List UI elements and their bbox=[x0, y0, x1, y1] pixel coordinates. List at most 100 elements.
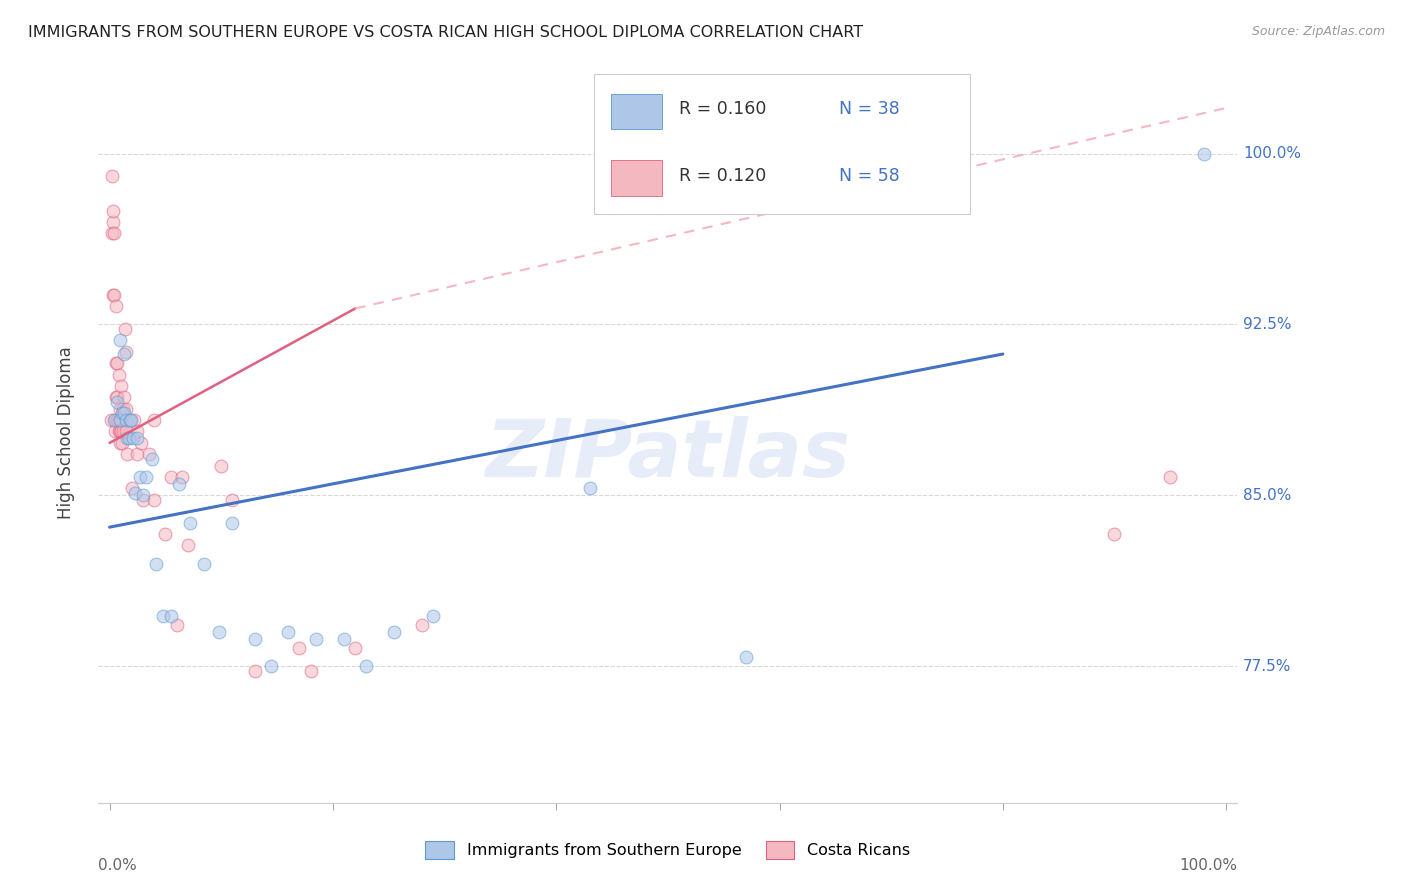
Text: 0.0%: 0.0% bbox=[98, 858, 138, 873]
Point bbox=[132, 492, 155, 507]
Point bbox=[221, 492, 243, 507]
Point bbox=[193, 557, 215, 571]
Point bbox=[122, 413, 145, 427]
Point bbox=[277, 624, 299, 639]
Point bbox=[208, 624, 231, 639]
Point bbox=[115, 413, 138, 427]
Point bbox=[115, 425, 138, 439]
Point bbox=[103, 227, 125, 241]
Point bbox=[422, 609, 444, 624]
Point bbox=[299, 664, 322, 678]
Point bbox=[118, 413, 141, 427]
Point bbox=[160, 470, 183, 484]
Point bbox=[101, 169, 124, 184]
Point bbox=[166, 618, 188, 632]
Point bbox=[115, 401, 138, 416]
Point bbox=[105, 356, 128, 370]
Text: Source: ZipAtlas.com: Source: ZipAtlas.com bbox=[1251, 25, 1385, 38]
Text: 92.5%: 92.5% bbox=[1243, 317, 1292, 332]
Point bbox=[132, 488, 155, 502]
Point bbox=[107, 368, 129, 382]
Point bbox=[112, 406, 135, 420]
Point bbox=[143, 492, 166, 507]
Point bbox=[104, 413, 127, 427]
Text: 100.0%: 100.0% bbox=[1243, 146, 1301, 161]
Point bbox=[101, 287, 124, 301]
Point bbox=[105, 299, 128, 313]
Legend: Immigrants from Southern Europe, Costa Ricans: Immigrants from Southern Europe, Costa R… bbox=[419, 835, 917, 865]
Point bbox=[107, 356, 129, 370]
Point bbox=[305, 632, 328, 646]
Point bbox=[288, 640, 311, 655]
Point bbox=[1159, 470, 1181, 484]
Point bbox=[128, 470, 150, 484]
Point bbox=[100, 413, 122, 427]
Point bbox=[243, 664, 266, 678]
Point bbox=[120, 413, 142, 427]
Point bbox=[101, 203, 124, 218]
Point bbox=[108, 334, 131, 348]
Text: 77.5%: 77.5% bbox=[1243, 658, 1291, 673]
Point bbox=[108, 425, 131, 439]
Text: R = 0.120: R = 0.120 bbox=[679, 167, 766, 185]
Point bbox=[135, 470, 157, 484]
Point bbox=[101, 227, 124, 241]
Y-axis label: High School Diploma: High School Diploma bbox=[56, 346, 75, 519]
Point bbox=[177, 538, 200, 552]
Text: R = 0.160: R = 0.160 bbox=[679, 100, 766, 118]
Point bbox=[112, 390, 135, 404]
Point bbox=[105, 390, 128, 404]
Point bbox=[104, 425, 127, 439]
Text: 100.0%: 100.0% bbox=[1180, 858, 1237, 873]
Point bbox=[103, 287, 125, 301]
FancyBboxPatch shape bbox=[593, 73, 970, 214]
Text: N = 38: N = 38 bbox=[839, 100, 900, 118]
Point bbox=[129, 435, 152, 450]
Point bbox=[121, 482, 143, 496]
Point bbox=[107, 390, 129, 404]
Point bbox=[115, 344, 138, 359]
Point bbox=[108, 435, 131, 450]
Point bbox=[333, 632, 356, 646]
Point bbox=[107, 413, 129, 427]
Point bbox=[110, 425, 132, 439]
Point bbox=[152, 609, 174, 624]
Point bbox=[111, 435, 134, 450]
Point bbox=[356, 659, 378, 673]
Point bbox=[117, 413, 139, 427]
Point bbox=[111, 401, 134, 416]
Point bbox=[124, 486, 146, 500]
Point bbox=[260, 659, 283, 673]
Point bbox=[1104, 527, 1126, 541]
Point bbox=[145, 557, 167, 571]
Point bbox=[172, 470, 194, 484]
Point bbox=[1192, 146, 1215, 161]
Point bbox=[111, 406, 134, 420]
Point bbox=[107, 395, 129, 409]
Point bbox=[221, 516, 243, 530]
Point bbox=[382, 624, 405, 639]
Point bbox=[103, 413, 125, 427]
Point bbox=[110, 413, 132, 427]
Point bbox=[107, 413, 129, 427]
Point bbox=[578, 482, 600, 496]
Bar bbox=[612, 161, 662, 195]
Point bbox=[411, 618, 433, 632]
Point bbox=[111, 425, 134, 439]
Point bbox=[160, 609, 183, 624]
Point bbox=[127, 447, 149, 461]
Point bbox=[101, 215, 124, 229]
Point bbox=[117, 431, 139, 445]
Point bbox=[122, 431, 145, 445]
Point bbox=[117, 447, 139, 461]
Point bbox=[243, 632, 266, 646]
Point bbox=[735, 650, 758, 665]
Bar bbox=[612, 94, 662, 129]
Point bbox=[143, 413, 166, 427]
Point bbox=[117, 431, 139, 445]
Point bbox=[114, 322, 136, 336]
Point bbox=[107, 425, 129, 439]
Point bbox=[108, 413, 131, 427]
Text: ZIPatlas: ZIPatlas bbox=[485, 416, 851, 494]
Point bbox=[110, 379, 132, 393]
